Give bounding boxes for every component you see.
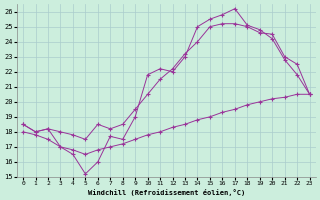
X-axis label: Windchill (Refroidissement éolien,°C): Windchill (Refroidissement éolien,°C) — [88, 189, 245, 196]
